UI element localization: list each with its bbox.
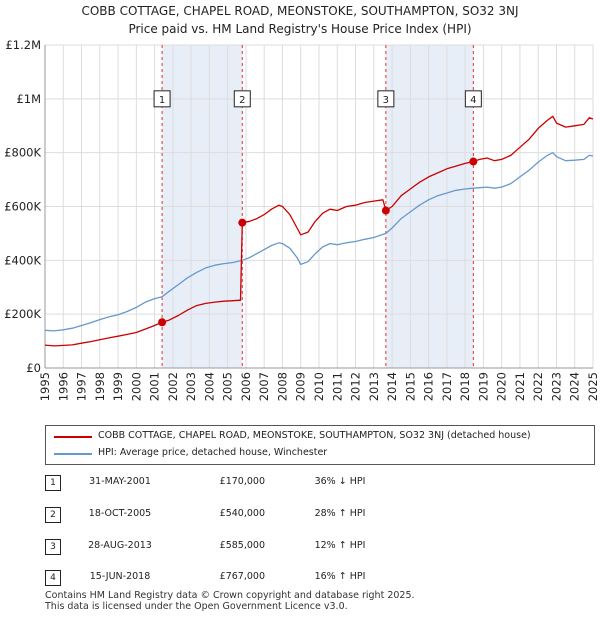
- legend-label-hpi: HPI: Average price, detached house, Winc…: [98, 447, 328, 458]
- x-tick-label: 1996: [56, 372, 70, 401]
- x-tick-label: 2009: [294, 372, 308, 401]
- sale-row: 1 31-MAY-2001 £170,000 36% ↓ HPI: [45, 475, 593, 495]
- sale-marker-box: [377, 90, 395, 108]
- x-tick-label: 2002: [166, 372, 180, 401]
- x-tick-label: 1999: [111, 372, 125, 401]
- x-tick-label: 2014: [385, 372, 399, 401]
- x-tick-label: 2008: [275, 372, 289, 401]
- sale-hpi-diff: 12% ↑ HPI: [314, 540, 366, 551]
- sale-price: £767,000: [219, 571, 265, 582]
- y-tick-label: £1M: [16, 92, 41, 106]
- legend-swatch-hpi: [54, 453, 92, 455]
- x-tick-label: 2024: [568, 372, 582, 401]
- hpi-series-line: [44, 152, 594, 332]
- sale-number-badge: 3: [45, 539, 61, 555]
- sale-number-badge: 4: [45, 570, 61, 586]
- sale-date: 31-MAY-2001: [89, 476, 151, 487]
- x-tick-label: 2012: [349, 372, 363, 401]
- sale-number-badge: 2: [45, 507, 61, 523]
- x-tick-label: 2023: [549, 372, 563, 401]
- x-tick-label: 2000: [129, 372, 143, 401]
- sale-point: [381, 206, 390, 215]
- sale-point: [469, 157, 478, 166]
- x-tick-label: 2025: [586, 372, 600, 401]
- legend-swatch-property: [54, 436, 92, 438]
- sale-point: [238, 218, 247, 227]
- sale-marker-number: 2: [239, 95, 245, 106]
- sale-price: £170,000: [219, 476, 265, 487]
- legend-label-property: COBB COTTAGE, CHAPEL ROAD, MEONSTOKE, SO…: [98, 430, 531, 441]
- sale-hpi-diff: 16% ↑ HPI: [314, 571, 366, 582]
- sale-price: £585,000: [219, 540, 265, 551]
- x-tick-label: 2016: [422, 372, 436, 401]
- x-tick-label: 2020: [495, 372, 509, 401]
- x-tick-label: 2003: [184, 372, 198, 401]
- footer-copyright: Contains HM Land Registry data © Crown c…: [45, 590, 415, 601]
- chart-title: COBB COTTAGE, CHAPEL ROAD, MEONSTOKE, SO…: [81, 4, 519, 18]
- x-tick-label: 2018: [458, 372, 472, 401]
- y-tick-label: £200K: [4, 307, 41, 321]
- x-tick-label: 1998: [93, 372, 107, 401]
- x-tick-label: 2021: [513, 372, 527, 401]
- sale-hpi-diff: 36% ↓ HPI: [314, 476, 366, 487]
- sale-date: 28-AUG-2013: [88, 540, 152, 551]
- sale-marker-box: [233, 90, 251, 108]
- sale-price: £540,000: [219, 508, 265, 519]
- sale-marker-box: [153, 90, 171, 108]
- x-tick-label: 2022: [531, 372, 545, 401]
- sale-number-badge: 1: [45, 475, 61, 491]
- footer-licence: This data is licensed under the Open Gov…: [45, 601, 348, 612]
- x-tick-label: 2007: [257, 372, 271, 401]
- sale-row: 3 28-AUG-2013 £585,000 12% ↑ HPI: [45, 539, 593, 559]
- y-tick-label: £600K: [4, 200, 41, 214]
- x-tick-label: 2006: [239, 372, 253, 401]
- y-tick-label: £800K: [4, 146, 41, 160]
- x-tick-label: 2019: [476, 372, 490, 401]
- legend: COBB COTTAGE, CHAPEL ROAD, MEONSTOKE, SO…: [45, 425, 595, 465]
- sale-marker-number: 1: [159, 95, 165, 106]
- x-tick-label: 2015: [403, 372, 417, 401]
- sale-marker-number: 3: [383, 95, 389, 106]
- x-tick-label: 1995: [38, 372, 52, 401]
- sale-point: [158, 318, 167, 327]
- sale-date: 15-JUN-2018: [89, 571, 151, 582]
- sale-date: 18-OCT-2005: [88, 508, 152, 519]
- x-tick-label: 2005: [221, 372, 235, 401]
- sale-hpi-diff: 28% ↑ HPI: [314, 508, 366, 519]
- sale-row: 4 15-JUN-2018 £767,000 16% ↑ HPI: [45, 570, 593, 590]
- sale-row: 2 18-OCT-2005 £540,000 28% ↑ HPI: [45, 507, 593, 527]
- x-tick-label: 2010: [312, 372, 326, 401]
- price-chart: £0 £200K £400K £600K £800K £1M £1.2M 1995 1996 1…: [4, 38, 600, 401]
- sale-marker-box: [464, 90, 482, 108]
- y-tick-label: £1.2M: [5, 38, 41, 52]
- x-tick-label: 1997: [75, 372, 89, 401]
- x-tick-label: 2017: [440, 372, 454, 401]
- property-series-line: [44, 115, 594, 347]
- x-tick-label: 2004: [202, 372, 216, 401]
- x-tick-label: 2013: [367, 372, 381, 401]
- sale-marker-number: 4: [470, 95, 476, 106]
- chart-subtitle: Price paid vs. HM Land Registry's House …: [128, 22, 472, 36]
- x-tick-label: 2011: [330, 372, 344, 401]
- y-tick-label: £400K: [4, 253, 41, 267]
- x-tick-label: 2001: [148, 372, 162, 401]
- y-tick-label: £0: [26, 361, 41, 375]
